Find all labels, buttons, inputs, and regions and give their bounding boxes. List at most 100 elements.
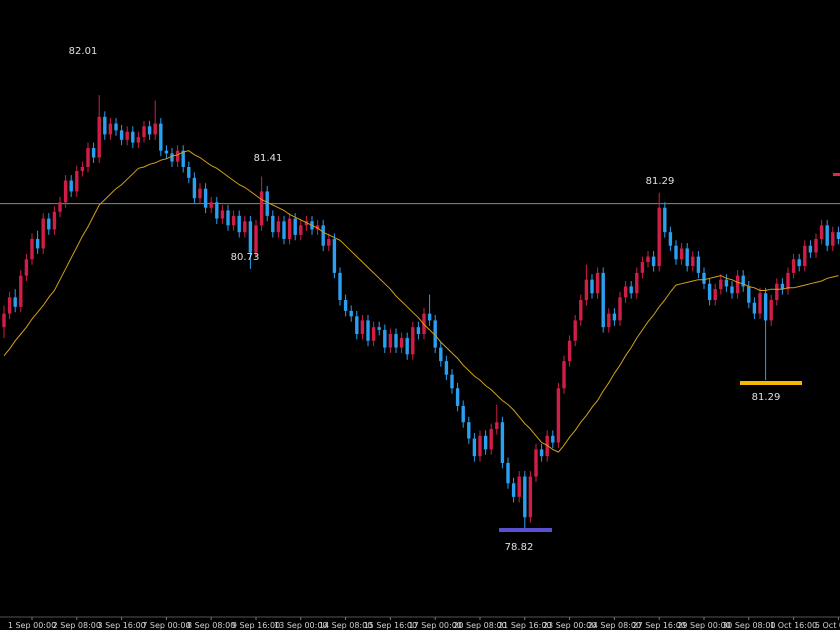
candle-body	[472, 438, 477, 457]
candle-body	[383, 329, 387, 348]
candle-body	[450, 374, 454, 389]
candle-body	[819, 225, 824, 239]
x-tick-label: 17 Sep 00:00	[408, 621, 461, 630]
candle-body	[489, 429, 493, 450]
candle-body	[517, 476, 521, 497]
candle-body	[483, 435, 488, 450]
candle-body	[108, 123, 113, 135]
candle-body	[752, 302, 757, 314]
candle-body	[730, 286, 734, 294]
level-marker	[740, 381, 802, 385]
candle-body	[63, 180, 68, 203]
candle-body	[523, 476, 527, 518]
candle-body	[724, 279, 729, 287]
annotation: 82.01	[69, 46, 98, 57]
candle-body	[775, 283, 779, 301]
candle-body	[444, 361, 449, 375]
candle-body	[19, 275, 23, 307]
x-tick-label: 27 Sep 16:00	[632, 621, 685, 630]
candle-body	[97, 116, 101, 158]
moving-average-line	[3, 150, 839, 453]
candle-body	[679, 248, 684, 260]
candle-body	[35, 238, 40, 249]
candle-body	[573, 320, 577, 341]
candle-body	[187, 166, 191, 178]
candle-body	[416, 327, 421, 334]
x-tick-label: 14 Sep 08:00	[319, 621, 372, 630]
candle-body	[271, 215, 275, 233]
candle-body	[366, 320, 370, 341]
x-tick-label: 1 Oct 16:00	[770, 621, 817, 630]
candle-body	[91, 147, 96, 158]
candle-body	[399, 338, 404, 348]
candle-body	[668, 232, 673, 246]
candle-body	[495, 422, 499, 430]
candle-body	[461, 405, 465, 423]
candle-body	[299, 225, 303, 235]
candle-body	[360, 320, 365, 334]
candle-body	[506, 462, 510, 484]
candle-body	[75, 171, 79, 192]
candle-body	[545, 435, 549, 457]
candle-body	[80, 166, 85, 172]
candle-body	[276, 221, 281, 233]
candle-body	[265, 191, 269, 216]
candle-body	[125, 131, 129, 140]
annotation: 81.29	[752, 392, 781, 403]
candle-body	[209, 202, 213, 208]
candle-body	[259, 191, 264, 226]
candle-body	[702, 272, 706, 284]
candle-body	[394, 333, 398, 348]
candle-body	[831, 232, 835, 246]
candle-body	[567, 340, 572, 362]
candle-body	[287, 218, 292, 239]
candle-body	[52, 211, 57, 230]
candle-body	[797, 259, 801, 267]
candle-body	[640, 262, 645, 273]
x-tick-label: 2 Sep 08:00	[53, 621, 101, 630]
x-tick-label: 3 Sep 16:00	[97, 621, 145, 630]
candle-body	[327, 238, 331, 246]
candle-body	[114, 123, 118, 131]
candle-body	[13, 297, 17, 307]
candle-body	[86, 147, 90, 167]
candle-body	[791, 259, 796, 273]
candle-body	[159, 123, 163, 151]
candle-body	[539, 449, 544, 457]
candle-body	[304, 221, 309, 226]
candle-body	[119, 130, 124, 140]
candle-body	[803, 245, 807, 267]
candle-body	[58, 202, 62, 212]
candle-body	[349, 310, 353, 317]
candle-body	[467, 422, 471, 439]
candle-body	[629, 286, 633, 294]
candle-body	[220, 210, 225, 219]
x-tick-label: 20 Sep 08:00	[453, 621, 506, 630]
candle-body	[786, 272, 790, 290]
candle-body	[601, 272, 605, 328]
candle-body	[584, 279, 589, 301]
candle-body	[607, 313, 611, 328]
low-level-marker	[499, 528, 552, 532]
candle-body	[663, 207, 667, 233]
candle-body	[685, 248, 689, 267]
candle-body	[769, 300, 773, 321]
candle-body	[405, 338, 409, 355]
candle-body	[651, 256, 656, 267]
candle-body	[713, 289, 717, 301]
candle-body	[618, 297, 622, 321]
candle-body	[388, 333, 393, 348]
candle-body	[332, 238, 337, 273]
x-tick-label: 30 Sep 08:00	[722, 621, 775, 630]
candle-body	[131, 131, 135, 143]
candle-body	[282, 221, 286, 239]
x-tick-label: 5 Oct 00:00	[815, 621, 840, 630]
candle-body	[758, 293, 762, 314]
candle-body	[293, 218, 297, 235]
candle-body	[579, 300, 583, 321]
candle-body	[657, 207, 661, 267]
candle-body	[181, 150, 185, 167]
